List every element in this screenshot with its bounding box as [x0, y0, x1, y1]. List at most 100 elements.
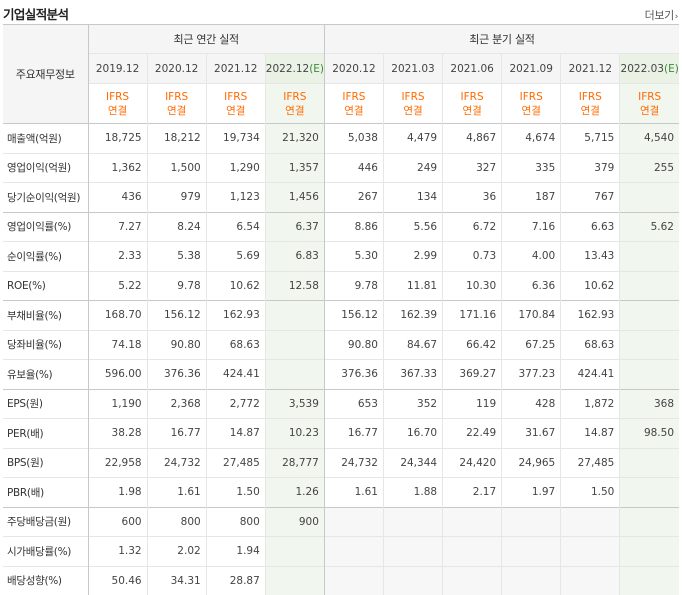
table-cell: 50.46 — [88, 566, 147, 595]
standard-consolidated: 연결 — [443, 104, 501, 118]
table-cell: 5.38 — [147, 242, 206, 272]
table-cell: 187 — [502, 183, 561, 213]
table-cell: 21,320 — [265, 124, 324, 154]
more-link-label: 더보기 — [645, 9, 674, 22]
table-cell: 5,038 — [324, 124, 383, 154]
table-cell: 267 — [324, 183, 383, 213]
table-cell: 1,190 — [88, 389, 147, 419]
row-label: 매출액(억원) — [3, 124, 88, 154]
table-cell: 10.62 — [206, 271, 265, 301]
table-cell — [620, 448, 679, 478]
table-cell — [324, 566, 383, 595]
table-cell — [620, 242, 679, 272]
table-cell: 10.30 — [443, 271, 502, 301]
standard-consolidated: 연결 — [325, 104, 383, 118]
table-cell: 156.12 — [324, 301, 383, 331]
table-cell: 5.56 — [383, 212, 442, 242]
table-cell: 5.30 — [324, 242, 383, 272]
standard-consolidated: 연결 — [207, 104, 265, 118]
table-cell: 2.17 — [443, 478, 502, 508]
standard-consolidated: 연결 — [620, 104, 679, 118]
table-cell: 327 — [443, 153, 502, 183]
table-cell: 3,539 — [265, 389, 324, 419]
table-cell: 446 — [324, 153, 383, 183]
table-cell: 5.69 — [206, 242, 265, 272]
table-cell: 1.98 — [88, 478, 147, 508]
table-cell: 162.93 — [561, 301, 620, 331]
table-cell: 13.43 — [561, 242, 620, 272]
period-header: 2021.12 — [561, 54, 620, 84]
table-cell — [265, 360, 324, 390]
standard-ifrs: IFRS — [502, 90, 560, 104]
table-cell: 600 — [88, 507, 147, 537]
table-cell: 24,732 — [324, 448, 383, 478]
row-label: BPS(원) — [3, 448, 88, 478]
table-cell — [620, 478, 679, 508]
standard-consolidated: 연결 — [384, 104, 442, 118]
table-cell — [620, 183, 679, 213]
table-cell — [561, 507, 620, 537]
table-cell: 90.80 — [324, 330, 383, 360]
more-link[interactable]: 더보기› — [645, 7, 678, 23]
table-cell: 22.49 — [443, 419, 502, 449]
table-cell: 1.50 — [206, 478, 265, 508]
table-cell: 2,368 — [147, 389, 206, 419]
table-cell: 18,725 — [88, 124, 147, 154]
period-label: 2021.09 — [509, 63, 552, 75]
period-label: 2021.12 — [214, 63, 257, 75]
table-cell: 1.97 — [502, 478, 561, 508]
period-header: 2019.12 — [88, 54, 147, 84]
table-cell: 6.63 — [561, 212, 620, 242]
table-cell — [265, 330, 324, 360]
standard-consolidated: 연결 — [266, 104, 324, 118]
table-cell: 352 — [383, 389, 442, 419]
table-cell — [383, 537, 442, 567]
table-cell — [265, 301, 324, 331]
table-cell: 90.80 — [147, 330, 206, 360]
table-cell: 84.67 — [383, 330, 442, 360]
table-cell: 16.77 — [324, 419, 383, 449]
standard-ifrs: IFRS — [620, 90, 679, 104]
table-cell: 2.33 — [88, 242, 147, 272]
table-cell: 34.31 — [147, 566, 206, 595]
table-cell: 156.12 — [147, 301, 206, 331]
table-cell: 66.42 — [443, 330, 502, 360]
table-cell: 2,772 — [206, 389, 265, 419]
row-label: 영업이익(억원) — [3, 153, 88, 183]
table-cell: 424.41 — [561, 360, 620, 390]
table-cell: 7.27 — [88, 212, 147, 242]
section-title: 기업실적분석 — [3, 4, 68, 23]
table-cell: 1,362 — [88, 153, 147, 183]
table-cell: 6.83 — [265, 242, 324, 272]
period-header: 2022.12(E) — [265, 54, 324, 84]
standard-consolidated: 연결 — [148, 104, 206, 118]
period-label: 2021.03 — [391, 63, 434, 75]
table-cell: 14.87 — [561, 419, 620, 449]
table-cell: 36 — [443, 183, 502, 213]
table-cell: 1.61 — [147, 478, 206, 508]
standard-ifrs: IFRS — [266, 90, 324, 104]
table-cell — [265, 537, 324, 567]
standard-ifrs: IFRS — [325, 90, 383, 104]
table-cell — [502, 537, 561, 567]
standard-ifrs: IFRS — [384, 90, 442, 104]
table-cell: 16.77 — [147, 419, 206, 449]
table-cell: 900 — [265, 507, 324, 537]
period-header: 2021.06 — [443, 54, 502, 84]
period-header: 2021.03 — [383, 54, 442, 84]
table-cell — [443, 537, 502, 567]
table-cell: 1,290 — [206, 153, 265, 183]
table-cell: 98.50 — [620, 419, 679, 449]
row-label: PER(배) — [3, 419, 88, 449]
table-cell: 376.36 — [147, 360, 206, 390]
period-header: 2022.03(E) — [620, 54, 679, 84]
table-cell: 24,965 — [502, 448, 561, 478]
